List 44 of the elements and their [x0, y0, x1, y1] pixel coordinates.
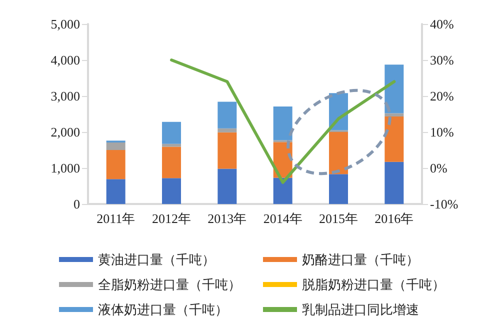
x-tick-label: 2013年: [208, 211, 247, 226]
bar: [384, 64, 404, 114]
x-tick-label: 2014年: [263, 211, 302, 226]
y-tick-label: 0: [74, 196, 80, 212]
y2-tick-label: -10%: [430, 196, 458, 212]
x-tick-label: 2012年: [152, 211, 191, 226]
bar: [162, 144, 181, 147]
y2-tick-label: 40%: [430, 16, 454, 32]
x-tick-label: 2015年: [319, 211, 358, 226]
legend-label: 黄油进口量（千吨）: [98, 252, 215, 267]
bar: [106, 179, 126, 204]
y-tick-label: 3,000: [50, 88, 80, 104]
bar: [384, 116, 404, 162]
bar: [162, 122, 181, 144]
x-tick-label: 2011年: [96, 211, 136, 226]
y2-tick-label: 30%: [430, 52, 454, 68]
bar: [273, 106, 292, 140]
y-tick-label: 1,000: [50, 160, 80, 176]
bar: [329, 132, 348, 174]
legend-label: 奶酪进口量（千吨）: [302, 252, 419, 267]
bar: [218, 102, 237, 128]
legend-label: 液体奶进口量（千吨）: [98, 302, 228, 317]
bar: [273, 178, 292, 204]
bar: [218, 168, 237, 204]
bar: [162, 146, 181, 178]
bar: [162, 178, 181, 204]
y-tick-label: 2,000: [50, 124, 80, 140]
bar: [384, 162, 404, 204]
y-tick-label: 5,000: [50, 16, 80, 32]
legend-label: 全脂奶粉进口量（千吨）: [98, 277, 241, 292]
y2-tick-label: 0%: [430, 160, 448, 176]
bar: [218, 128, 237, 132]
bar: [384, 113, 404, 117]
x-tick-label: 2016年: [374, 211, 414, 226]
legend-label: 脱脂奶粉进口量（千吨）: [302, 277, 445, 292]
bar: [218, 132, 237, 169]
bar: [329, 174, 348, 204]
line-series: [170, 58, 396, 184]
bar: [106, 142, 126, 150]
legend-label: 乳制品进口同比增速: [302, 302, 419, 317]
y-tick-label: 4,000: [50, 52, 80, 68]
y2-tick-label: 20%: [430, 88, 454, 104]
bar: [106, 150, 126, 180]
y2-tick-label: 10%: [430, 124, 454, 140]
